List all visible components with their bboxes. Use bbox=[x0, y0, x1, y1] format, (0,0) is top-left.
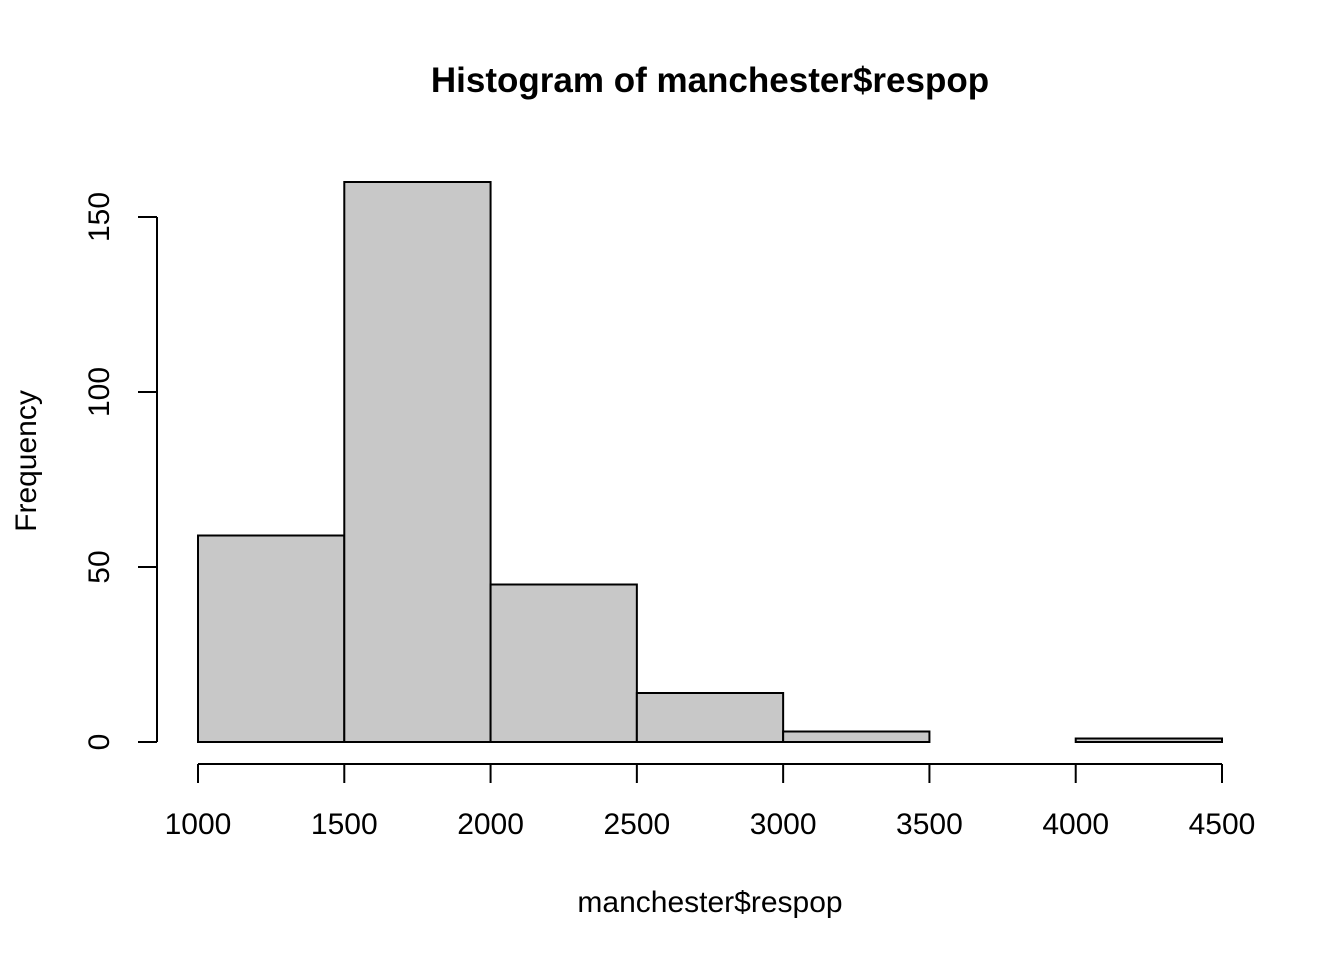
x-tick-label-5: 3500 bbox=[896, 808, 963, 841]
histogram-bar-0 bbox=[197, 534, 346, 743]
x-tick-label-0: 1000 bbox=[165, 808, 232, 841]
y-tick-label-1: 50 bbox=[83, 550, 116, 583]
histogram-bar-6 bbox=[1074, 737, 1223, 743]
chart-title: Histogram of manchester$respop bbox=[431, 61, 989, 100]
bars-group bbox=[197, 181, 1223, 743]
x-axis: 1000 1500 2000 2500 3000 3500 4000 4500 bbox=[165, 763, 1256, 841]
x-tick-label-6: 4000 bbox=[1042, 808, 1109, 841]
x-tick-label-2: 2000 bbox=[457, 808, 524, 841]
y-tick-label-3: 150 bbox=[83, 192, 116, 242]
histogram-bar-1 bbox=[343, 181, 492, 743]
y-axis: 0 50 100 150 bbox=[83, 192, 158, 751]
y-axis-label: Frequency bbox=[10, 390, 43, 532]
x-tick-label-3: 2500 bbox=[603, 808, 670, 841]
y-tick-label-2: 100 bbox=[83, 367, 116, 417]
x-axis-label: manchester$respop bbox=[577, 886, 842, 919]
histogram-bar-4 bbox=[782, 730, 931, 743]
y-tick-label-0: 0 bbox=[83, 734, 116, 751]
x-tick-label-4: 3000 bbox=[750, 808, 817, 841]
histogram-bar-2 bbox=[489, 583, 638, 743]
x-tick-label-7: 4500 bbox=[1189, 808, 1256, 841]
histogram-bar-3 bbox=[635, 692, 785, 743]
x-tick-label-1: 1500 bbox=[311, 808, 378, 841]
